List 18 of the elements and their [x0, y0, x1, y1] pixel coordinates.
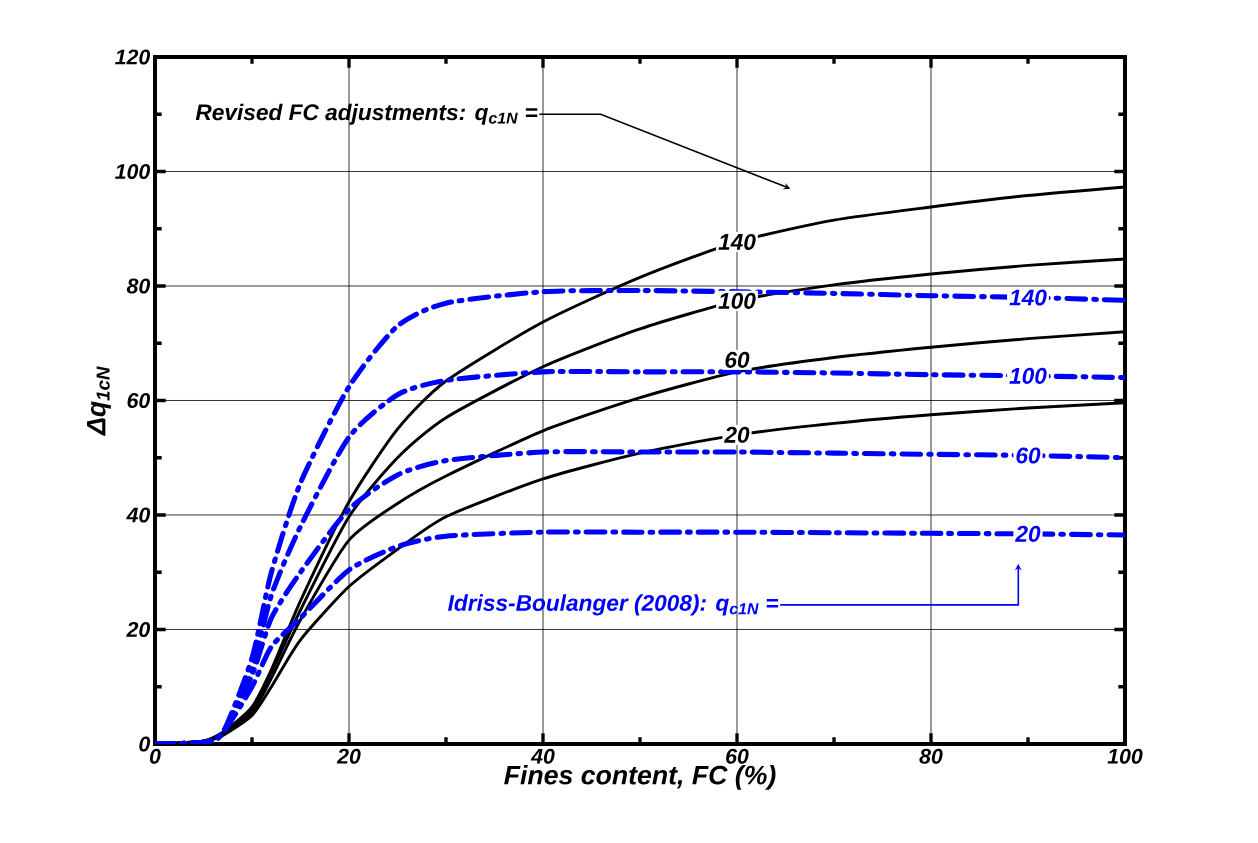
x-tick-label: 40 — [530, 748, 555, 764]
y-tick-label: 120 — [115, 49, 151, 65]
x-tick-label: 20 — [336, 748, 361, 764]
y-tick-label: 80 — [126, 278, 151, 294]
x-axis-title: Fines content, FC (%) — [504, 764, 776, 790]
x-tick-label: 60 — [726, 748, 749, 764]
x-tick-label: 100 — [1107, 748, 1143, 764]
y-tick-label: 0 — [139, 736, 151, 752]
annotation: Revised FC adjustments: q$_{c1N}$ = — [195, 103, 538, 125]
series-label: 60 — [725, 351, 750, 368]
annotation: Idriss-Boulanger (2008): q$_{c1N}$ = — [448, 594, 779, 616]
y-axis-title: Δq$_{1cN}$ — [87, 366, 111, 436]
y-tick-label: 20 — [126, 621, 151, 638]
y-tick-label: 40 — [126, 507, 151, 523]
y-tick-label: 100 — [115, 163, 151, 180]
x-tick-label: 80 — [919, 748, 943, 764]
x-tick-label: 0 — [149, 748, 161, 764]
y-tick-label: 60 — [127, 392, 151, 409]
